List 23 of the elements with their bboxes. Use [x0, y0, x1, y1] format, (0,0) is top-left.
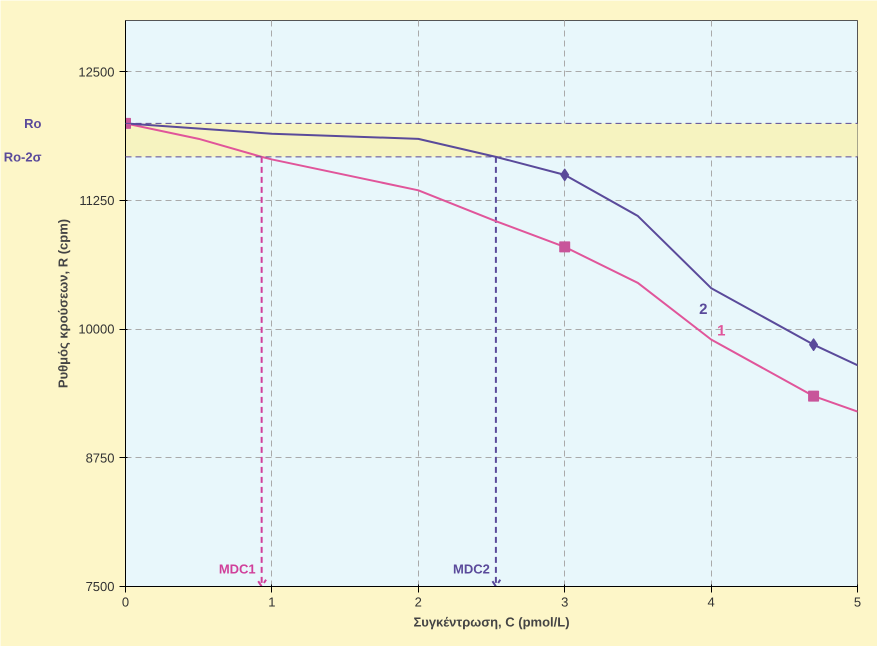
ref-line-label: MDC2 [453, 562, 490, 576]
x-tick-label: 0 [122, 594, 130, 610]
y-tick-label: 12500 [78, 64, 115, 80]
point [808, 390, 820, 402]
series-label: 1 [717, 322, 726, 340]
ref-line-label: Ro-2σ [4, 149, 42, 164]
y-tick-label: 11250 [79, 193, 114, 208]
point [560, 168, 570, 182]
x-tick-label: 1 [268, 594, 276, 610]
y-axis-title: Ρυθμός κρούσεων, R (cpm) [55, 218, 70, 388]
x-tick-label: 5 [854, 594, 862, 610]
x-axis-title: Συγκέντρωση, C (pmol/L) [413, 614, 570, 630]
x-tick-label: 4 [707, 594, 715, 610]
x-tick-label: 2 [414, 594, 422, 610]
point [559, 241, 570, 252]
series-label: 2 [699, 301, 708, 318]
x-tick-label: 3 [561, 594, 568, 610]
y-tick-label: 7500 [86, 579, 114, 594]
ref-line-label: MDC1 [218, 562, 256, 576]
y-tick-label: 8750 [86, 450, 114, 466]
y-tick-label: 10000 [78, 322, 115, 337]
point [809, 338, 818, 352]
ref-line-label: Ro [24, 116, 42, 131]
